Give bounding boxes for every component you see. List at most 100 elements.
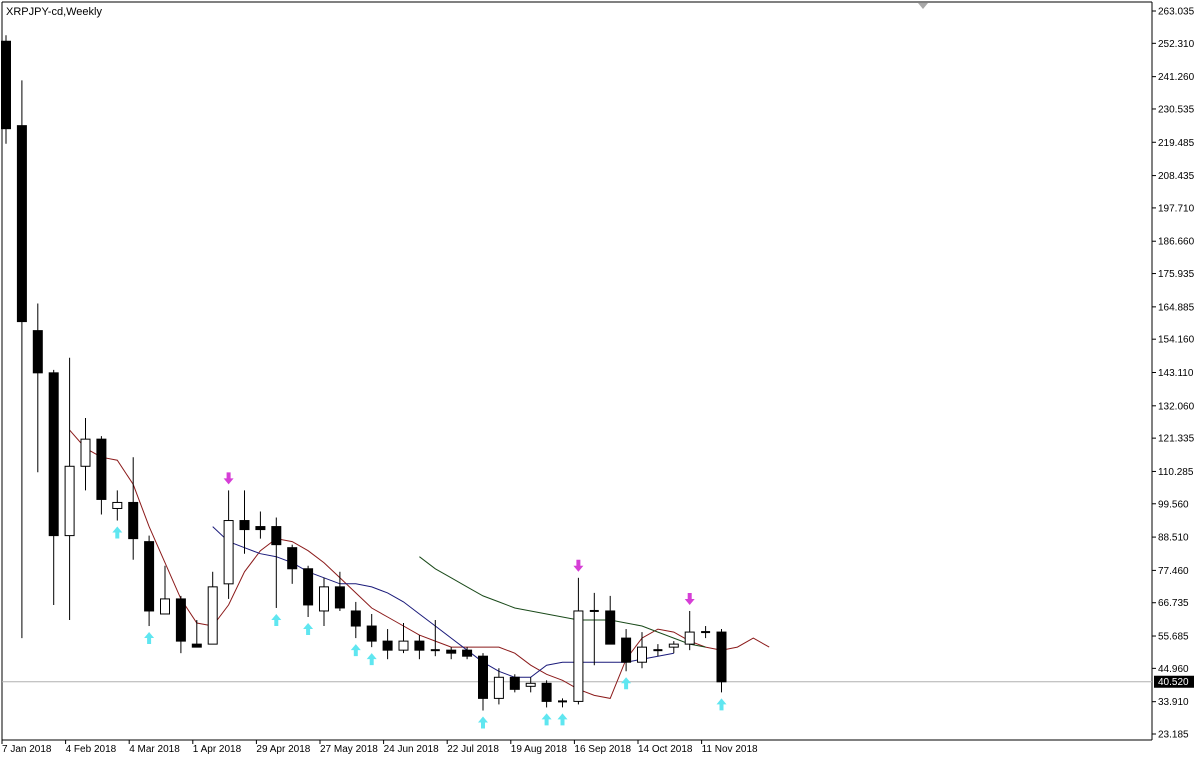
candle-body (462, 649, 473, 657)
candle (239, 490, 250, 554)
buy-arrow-icon (144, 632, 155, 645)
price-tick-label: 77.460 (1158, 566, 1189, 577)
candle (366, 613, 377, 648)
time-tick-label: 14 Oct 2018 (638, 744, 693, 755)
candle-body (207, 586, 218, 645)
candle (716, 629, 727, 693)
candle-body (493, 676, 504, 699)
buy-arrow-icon (350, 644, 361, 657)
candle (271, 517, 282, 608)
candle (48, 369, 59, 605)
time-tick-label: 24 Jun 2018 (384, 744, 439, 755)
candle (621, 629, 632, 672)
time-tick-label: 27 May 2018 (320, 744, 378, 755)
candle (160, 565, 170, 615)
candle (637, 632, 647, 669)
candle (16, 80, 27, 639)
candle-body (350, 610, 361, 627)
candle (478, 653, 488, 711)
candle-body (144, 541, 155, 612)
candle-body (621, 637, 632, 663)
candle (701, 626, 711, 639)
candle (223, 490, 234, 599)
candle (144, 535, 155, 627)
candle (446, 647, 457, 660)
candle (64, 357, 75, 621)
candle (191, 620, 202, 648)
moving-average-line-3 (419, 556, 706, 648)
candle-body (414, 640, 425, 651)
candle-body (160, 598, 170, 615)
price-tick-label: 132.060 (1158, 401, 1195, 412)
buy-arrow-icon (366, 653, 377, 666)
buy-arrow-icon (112, 526, 123, 539)
current-price-badge (1154, 675, 1194, 688)
candle (509, 674, 520, 693)
candle-body (509, 676, 520, 690)
candles (1, 35, 727, 711)
time-axis: 7 Jan 2018 4 Feb 2018 4 Mar 2018 1 Apr 2018… (1, 740, 758, 755)
price-tick-label: 208.435 (1158, 171, 1195, 182)
candle-body (541, 682, 552, 702)
price-tick-label: 143.110 (1158, 368, 1194, 379)
price-tick-label: 252.310 (1158, 39, 1195, 50)
candle-body (716, 631, 727, 683)
price-tick-label: 121.335 (1158, 434, 1195, 445)
buy-arrow-icon (303, 622, 314, 635)
candle (462, 647, 473, 660)
candle (207, 571, 218, 645)
buy-arrow-icon (478, 716, 488, 729)
candle-body (684, 631, 695, 645)
price-tick-label: 164.885 (1158, 302, 1195, 313)
buy-arrow-icon (716, 698, 727, 711)
price-tick-label: 66.735 (1158, 598, 1189, 609)
time-tick-label: 1 Apr 2018 (193, 744, 242, 755)
price-tick-label: 110.285 (1158, 467, 1194, 478)
time-tick-label: 29 Apr 2018 (256, 744, 310, 755)
candle (573, 577, 584, 705)
candle (525, 677, 536, 693)
candle (493, 668, 504, 705)
price-tick-label: 99.560 (1158, 499, 1189, 510)
candle-body (223, 520, 234, 585)
sell-arrow-icon (573, 559, 584, 572)
candle-body (319, 586, 329, 612)
candle (541, 680, 552, 708)
candle (32, 303, 43, 473)
candle (96, 436, 107, 515)
price-tick-label: 55.685 (1158, 632, 1189, 643)
candle-body (191, 643, 202, 648)
current-price-label: 40.520 (1158, 677, 1189, 688)
candle (684, 610, 695, 651)
buy-arrow-icon (557, 713, 568, 726)
candle (255, 511, 266, 539)
candle (653, 644, 663, 657)
candle (350, 601, 361, 639)
candle-body (382, 640, 393, 651)
candle-body (128, 501, 139, 540)
chart-title: XRPJPY-cd,Weekly (6, 6, 102, 18)
candle (558, 698, 567, 708)
candle-body (1, 40, 11, 130)
time-tick-label: 7 Jan 2018 (2, 744, 52, 755)
candle-body (80, 438, 91, 467)
signal-arrows (112, 472, 727, 729)
candle-body (478, 655, 488, 699)
candle-body (334, 586, 345, 609)
price-tick-label: 154.160 (1158, 335, 1195, 346)
candle-body (255, 526, 266, 531)
candle-body (32, 330, 43, 374)
chart-shift-marker[interactable] (918, 3, 928, 9)
price-tick-label: 186.660 (1158, 237, 1195, 248)
candle (319, 577, 329, 627)
price-tick-label: 230.535 (1158, 104, 1195, 115)
candle-body (16, 125, 27, 323)
candle (287, 544, 298, 584)
candle-body (96, 438, 107, 500)
candle (1, 35, 11, 144)
price-axis: 263.035 252.310 241.260 230.535 219.485 208.4… (1152, 7, 1195, 741)
candle (430, 620, 440, 657)
sell-arrow-icon (684, 592, 695, 605)
